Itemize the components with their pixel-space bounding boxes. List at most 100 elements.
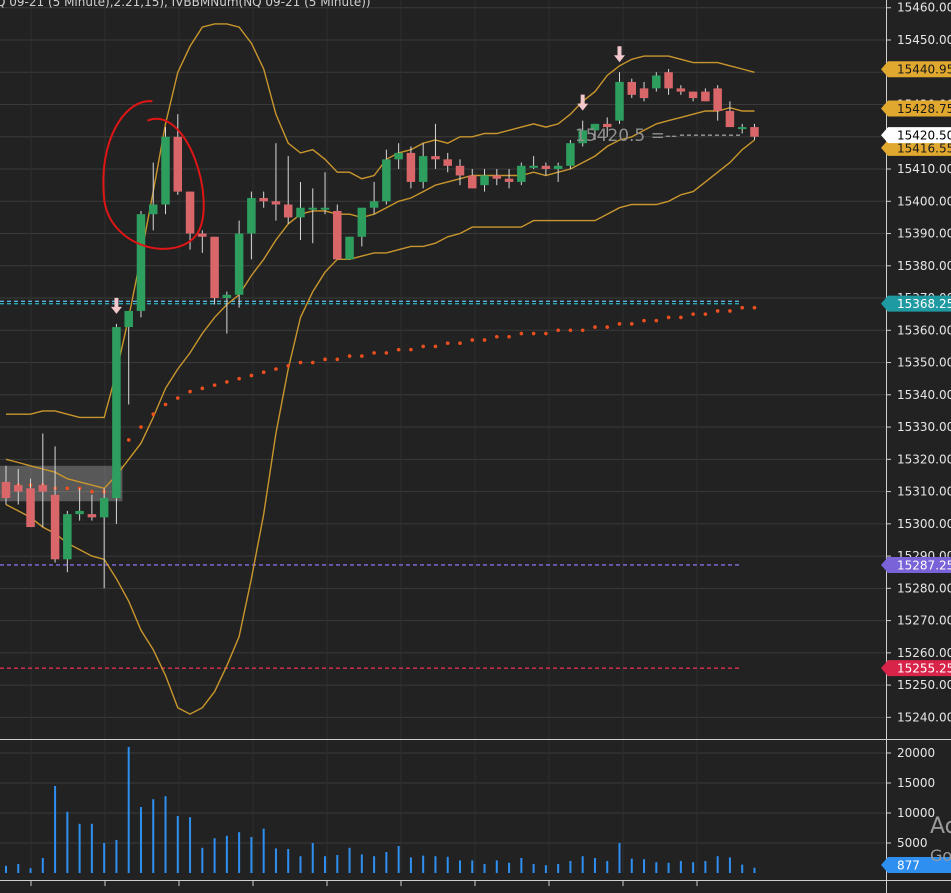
watermark-line-2: Go — [930, 846, 951, 865]
vwap-dot — [433, 344, 438, 349]
candle-up — [345, 236, 354, 260]
vwap-dot — [126, 438, 131, 442]
volume-bar — [753, 867, 756, 873]
volume-bar — [606, 861, 609, 873]
candle-down — [38, 485, 48, 492]
candle-down — [639, 88, 649, 99]
volume-tick-label: 10000 — [897, 806, 935, 820]
candle-down — [14, 485, 23, 492]
candle-down — [173, 136, 183, 192]
volume-bar — [581, 856, 584, 873]
vwap-dot — [151, 412, 156, 416]
candle-up — [234, 233, 244, 295]
vwap-dot — [544, 331, 548, 336]
candle-up — [222, 294, 232, 299]
candle-down — [627, 81, 637, 95]
volume-bar — [385, 852, 388, 873]
candle-up — [161, 136, 170, 205]
volume-bars — [5, 747, 756, 873]
price-tick-label: 15360.00 — [897, 323, 951, 337]
bollinger-mid — [5, 106, 755, 490]
price-tick-label: 15310.00 — [897, 485, 951, 499]
vwap-dot — [90, 489, 94, 494]
vwap-dot — [163, 402, 168, 407]
vwap-dot — [531, 331, 536, 336]
candle-up — [553, 165, 563, 170]
candle-up — [737, 127, 747, 130]
vwap-dot — [421, 344, 425, 349]
level-tag-label: 15420.50 — [897, 129, 951, 143]
vwap-dot — [310, 360, 315, 365]
volume-bar — [164, 796, 167, 873]
volume-bar — [213, 838, 216, 873]
level-tag-label: 15287.25 — [897, 558, 951, 572]
price-tick-label: 15270.00 — [897, 614, 951, 628]
price-tick-label: 15260.00 — [897, 646, 951, 660]
volume-bar — [17, 864, 20, 873]
vwap-dot — [740, 305, 744, 310]
indicator-header: Q 09-21 (5 Minute),2.21,15), IVBBMNum(NQ… — [0, 0, 371, 9]
vwap-dot — [335, 357, 340, 362]
price-annotation: 15420.5 =-- — [575, 126, 677, 146]
candle-up — [590, 123, 600, 131]
candle-up — [247, 198, 256, 234]
candle-down — [198, 233, 207, 237]
vwap-dots — [4, 305, 757, 494]
vwap-dot — [65, 486, 70, 491]
price-tick-label: 15350.00 — [897, 356, 951, 370]
price-tags: 15440.95 15428.75 15416.55 15368.25 15287.25… — [881, 61, 951, 873]
candlesticks — [1, 69, 759, 589]
vwap-dot — [200, 386, 205, 391]
volume-bar — [557, 864, 560, 873]
vwap-dot — [139, 425, 143, 429]
vwap-dot — [396, 347, 401, 352]
candle-down — [283, 204, 293, 218]
vwap-dot — [556, 328, 560, 333]
price-tick-label: 15240.00 — [897, 710, 951, 724]
arrow-markers — [110, 46, 625, 314]
candle-down — [87, 514, 97, 518]
vwap-dot — [298, 360, 303, 365]
vwap-dot — [482, 338, 487, 342]
candle-down — [750, 127, 759, 137]
vwap-dot — [568, 328, 573, 333]
volume-bar — [471, 860, 474, 873]
volume-tag-bg — [881, 857, 951, 873]
volume-bar — [741, 864, 744, 873]
vwap-dot — [372, 351, 376, 355]
candle-down — [602, 123, 612, 128]
candle-up — [296, 207, 305, 218]
volume-bar — [5, 865, 7, 873]
candle-down — [713, 88, 722, 111]
candle-down — [406, 152, 416, 182]
volume-bar — [692, 862, 695, 873]
candle-up — [394, 152, 403, 160]
price-tag-bg — [881, 100, 951, 117]
highlight-rect — [0, 465, 123, 502]
candle-down — [541, 165, 551, 170]
candle-up — [112, 327, 121, 499]
volume-bar — [90, 823, 93, 873]
candle-up — [308, 207, 317, 210]
vwap-dot — [458, 341, 462, 345]
highlight-box — [0, 465, 123, 502]
volume-bar — [593, 858, 596, 873]
candle-down — [688, 91, 698, 99]
volume-bar — [29, 868, 32, 873]
volume-bar — [446, 856, 449, 873]
candle-down — [431, 156, 440, 160]
volume-bar — [176, 816, 179, 873]
volume-bar — [373, 856, 376, 873]
vwap-dot — [617, 322, 622, 326]
vwap-dot — [728, 309, 732, 313]
volume-bar — [287, 849, 290, 873]
level-tag-bg — [881, 556, 951, 573]
candle-up — [382, 159, 391, 202]
vwap-dot — [249, 373, 254, 378]
down-arrow-icon — [110, 297, 122, 314]
vwap-dot — [212, 383, 217, 387]
candle-up — [517, 165, 526, 182]
candle-up — [99, 498, 109, 518]
vwap-dot — [323, 357, 327, 362]
level-tag-bg — [881, 660, 951, 677]
